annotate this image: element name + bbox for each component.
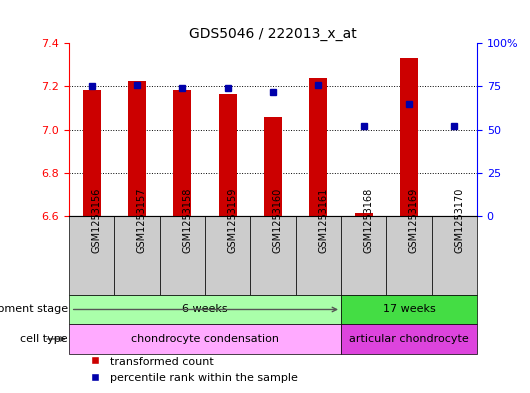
Text: 17 weeks: 17 weeks: [383, 305, 435, 314]
Bar: [431, 216, 477, 295]
Bar: [69, 324, 341, 354]
Bar: [386, 216, 431, 295]
Bar: [264, 117, 282, 216]
Text: GSM1253170: GSM1253170: [454, 187, 464, 253]
Text: cell type: cell type: [20, 334, 68, 344]
Text: GSM1253158: GSM1253158: [182, 187, 192, 253]
Text: GSM1253156: GSM1253156: [92, 187, 102, 253]
Text: GSM1253159: GSM1253159: [227, 187, 237, 253]
Text: GSM1253169: GSM1253169: [409, 187, 419, 253]
Bar: [309, 78, 328, 216]
Bar: [341, 324, 477, 354]
Bar: [160, 216, 205, 295]
Bar: [83, 90, 101, 216]
Bar: [296, 216, 341, 295]
Bar: [250, 216, 296, 295]
Text: GSM1253160: GSM1253160: [273, 187, 283, 253]
Bar: [400, 59, 418, 216]
Bar: [173, 90, 191, 216]
Text: articular chondrocyte: articular chondrocyte: [349, 334, 469, 344]
Bar: [205, 216, 250, 295]
Bar: [69, 295, 341, 324]
Bar: [218, 94, 237, 216]
Text: GSM1253161: GSM1253161: [319, 187, 328, 253]
Text: development stage: development stage: [0, 305, 337, 314]
Bar: [114, 216, 160, 295]
Text: GSM1253168: GSM1253168: [364, 187, 374, 253]
Text: 6 weeks: 6 weeks: [182, 305, 228, 314]
Bar: [341, 216, 386, 295]
Title: GDS5046 / 222013_x_at: GDS5046 / 222013_x_at: [189, 27, 357, 41]
Bar: [69, 216, 114, 295]
Text: GSM1253157: GSM1253157: [137, 187, 147, 253]
Legend: transformed count, percentile rank within the sample: transformed count, percentile rank withi…: [85, 351, 302, 387]
Bar: [128, 81, 146, 216]
Bar: [341, 295, 477, 324]
Text: chondrocyte condensation: chondrocyte condensation: [131, 334, 279, 344]
Bar: [355, 213, 373, 216]
